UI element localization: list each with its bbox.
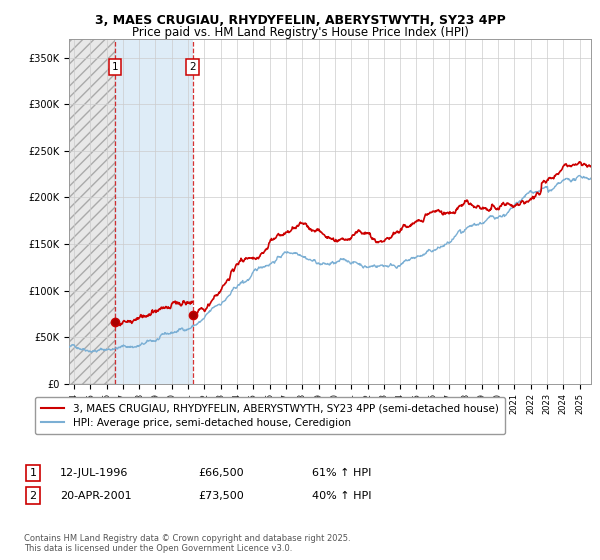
Text: 3, MAES CRUGIAU, RHYDYFELIN, ABERYSTWYTH, SY23 4PP: 3, MAES CRUGIAU, RHYDYFELIN, ABERYSTWYTH… [95, 14, 505, 27]
Text: 1: 1 [29, 468, 37, 478]
Text: 2: 2 [29, 491, 37, 501]
Text: £73,500: £73,500 [198, 491, 244, 501]
Text: 2: 2 [190, 62, 196, 72]
Text: Contains HM Land Registry data © Crown copyright and database right 2025.
This d: Contains HM Land Registry data © Crown c… [24, 534, 350, 553]
Bar [69, 39, 115, 384]
Text: 61% ↑ HPI: 61% ↑ HPI [312, 468, 371, 478]
Legend: 3, MAES CRUGIAU, RHYDYFELIN, ABERYSTWYTH, SY23 4PP (semi-detached house), HPI: A: 3, MAES CRUGIAU, RHYDYFELIN, ABERYSTWYTH… [35, 397, 505, 434]
Text: 12-JUL-1996: 12-JUL-1996 [60, 468, 128, 478]
Bar [115, 39, 193, 384]
Text: £66,500: £66,500 [198, 468, 244, 478]
Text: 20-APR-2001: 20-APR-2001 [60, 491, 131, 501]
Text: 1: 1 [112, 62, 118, 72]
Text: 40% ↑ HPI: 40% ↑ HPI [312, 491, 371, 501]
Text: Price paid vs. HM Land Registry's House Price Index (HPI): Price paid vs. HM Land Registry's House … [131, 26, 469, 39]
